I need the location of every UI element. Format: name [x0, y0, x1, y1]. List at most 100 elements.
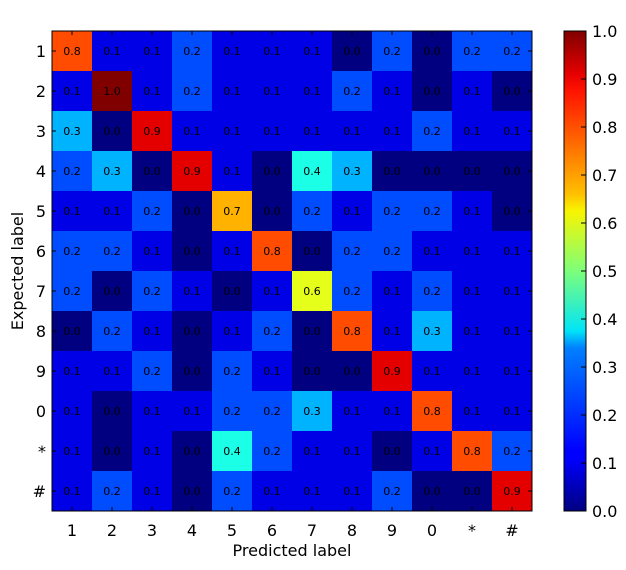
heatmap-cell: [492, 431, 532, 471]
heatmap-cell: [492, 71, 532, 111]
cell-value-label: 0.1: [223, 325, 241, 338]
heatmap-cell: [172, 71, 212, 111]
cell-value-label: 0.0: [303, 365, 321, 378]
cell-value-label: 0.1: [143, 85, 161, 98]
heatmap-cell: [92, 71, 132, 111]
heatmap-cell: [492, 231, 532, 271]
heatmap-cell: [492, 471, 532, 511]
cell-value-label: 0.3: [343, 165, 361, 178]
heatmap-cell: [252, 391, 292, 431]
cell-value-label: 0.9: [503, 485, 521, 498]
heatmap-cell: [292, 271, 332, 311]
cell-value-label: 0.8: [463, 445, 481, 458]
heatmap-cell: [132, 191, 172, 231]
heatmap-cell: [492, 391, 532, 431]
heatmap-cell: [412, 351, 452, 391]
cell-value-label: 0.0: [263, 165, 281, 178]
heatmap-cell: [332, 311, 372, 351]
heatmap-cell: [492, 351, 532, 391]
heatmap-cell: [132, 391, 172, 431]
heatmap-cell: [92, 311, 132, 351]
cell-value-label: 0.1: [343, 445, 361, 458]
colorbar-tick-label: 0.9: [592, 70, 617, 89]
cell-value-label: 0.8: [263, 245, 281, 258]
heatmap-cell: [372, 271, 412, 311]
cell-value-label: 0.1: [63, 405, 81, 418]
cell-value-label: 0.2: [223, 485, 241, 498]
heatmap-cell: [492, 31, 532, 71]
cell-value-label: 0.0: [183, 245, 201, 258]
y-tick-label: 1: [36, 42, 46, 61]
y-tick-label: 0: [36, 402, 46, 421]
heatmap-cell: [372, 231, 412, 271]
colorbar-tick-label: 1.0: [592, 22, 617, 41]
cell-value-label: 0.0: [103, 405, 121, 418]
heatmap-cell: [212, 351, 252, 391]
y-tick-label: 7: [36, 282, 46, 301]
cell-value-label: 0.2: [503, 45, 521, 58]
cell-value-label: 0.0: [503, 85, 521, 98]
cell-value-label: 0.1: [103, 205, 121, 218]
cell-value-label: 0.1: [263, 485, 281, 498]
heatmap-cell: [132, 431, 172, 471]
cell-value-label: 0.0: [463, 165, 481, 178]
cell-value-label: 0.4: [303, 165, 321, 178]
cell-value-label: 0.1: [263, 365, 281, 378]
cell-value-label: 0.1: [503, 125, 521, 138]
cell-value-label: 0.1: [143, 245, 161, 258]
cell-value-label: 0.7: [223, 205, 241, 218]
heatmap-cell: [172, 471, 212, 511]
cell-value-label: 0.2: [103, 485, 121, 498]
y-axis-ticks: 1 2 3 4 5 6 7 8 9 0 * #: [33, 42, 532, 501]
heatmap-cell: [372, 151, 412, 191]
heatmap-cell: [452, 151, 492, 191]
cell-value-label: 0.8: [63, 45, 81, 58]
heatmap-cell: [52, 191, 92, 231]
heatmap-cell: [372, 71, 412, 111]
cell-value-label: 0.2: [263, 445, 281, 458]
cell-value-label: 0.1: [383, 125, 401, 138]
heatmap-cell: [492, 311, 532, 351]
cell-value-label: 0.0: [463, 485, 481, 498]
cell-value-label: 0.1: [423, 365, 441, 378]
heatmap-cell: [332, 191, 372, 231]
heatmap-cell: [252, 151, 292, 191]
cell-value-label: 0.0: [343, 365, 361, 378]
cell-value-label: 0.2: [423, 205, 441, 218]
cell-value-label: 0.0: [183, 205, 201, 218]
cell-value-label: 0.1: [343, 485, 361, 498]
heatmap-cell: [132, 231, 172, 271]
cell-value-label: 0.1: [143, 325, 161, 338]
heatmap-cell: [412, 431, 452, 471]
x-tick-label: #: [505, 521, 518, 540]
cell-value-label: 0.3: [303, 405, 321, 418]
heatmap-cell: [492, 151, 532, 191]
heatmap-cell: [52, 71, 92, 111]
y-tick-label: 5: [36, 202, 46, 221]
cell-value-label: 0.1: [183, 285, 201, 298]
heatmap-cell: [452, 311, 492, 351]
heatmap-cell: [372, 351, 412, 391]
heatmap-cell: [412, 391, 452, 431]
heatmap-cell: [332, 231, 372, 271]
heatmap-cell: [332, 431, 372, 471]
cell-value-label: 0.2: [343, 245, 361, 258]
heatmap-cell: [52, 391, 92, 431]
cell-value-label: 0.9: [143, 125, 161, 138]
cell-value-label: 0.1: [503, 365, 521, 378]
cell-value-label: 0.2: [223, 365, 241, 378]
cell-value-label: 0.1: [383, 405, 401, 418]
heatmap-cell: [452, 31, 492, 71]
cell-value-label: 0.0: [503, 165, 521, 178]
heatmap-cell: [372, 391, 412, 431]
heatmap-cell: [212, 471, 252, 511]
heatmap-cell: [372, 431, 412, 471]
y-tick-label: 3: [36, 122, 46, 141]
cell-value-label: 0.1: [183, 125, 201, 138]
heatmap-cell: [52, 431, 92, 471]
heatmap-cell: [132, 471, 172, 511]
cell-value-label: 0.0: [383, 165, 401, 178]
cell-value-label: 0.0: [503, 205, 521, 218]
heatmap-cell: [452, 191, 492, 231]
cell-value-label: 0.1: [143, 485, 161, 498]
